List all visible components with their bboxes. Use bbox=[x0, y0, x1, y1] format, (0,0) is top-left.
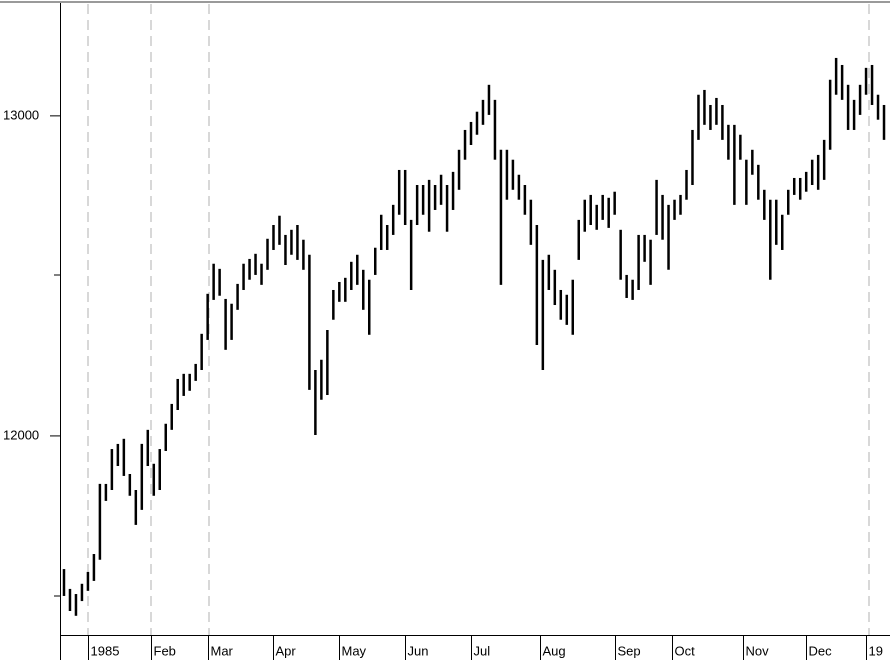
x-tick-label: Mar bbox=[211, 643, 234, 658]
x-tick-label: Apr bbox=[276, 643, 297, 658]
x-tick-label: Oct bbox=[675, 643, 696, 658]
x-tick-label: Jun bbox=[408, 643, 429, 658]
x-tick-label: Nov bbox=[746, 643, 770, 658]
x-tick-label: Dec bbox=[809, 643, 833, 658]
y-tick-label: 13000 bbox=[3, 107, 39, 122]
x-tick-label: May bbox=[342, 643, 367, 658]
x-tick-label: Aug bbox=[543, 643, 566, 658]
x-tick-label: 1985 bbox=[91, 643, 120, 658]
x-tick-label: Feb bbox=[154, 643, 176, 658]
x-tick-label: Jul bbox=[474, 643, 491, 658]
x-tick-label: 19 bbox=[869, 643, 883, 658]
y-tick-label: 12000 bbox=[3, 427, 39, 442]
x-tick-label: Sep bbox=[618, 643, 641, 658]
